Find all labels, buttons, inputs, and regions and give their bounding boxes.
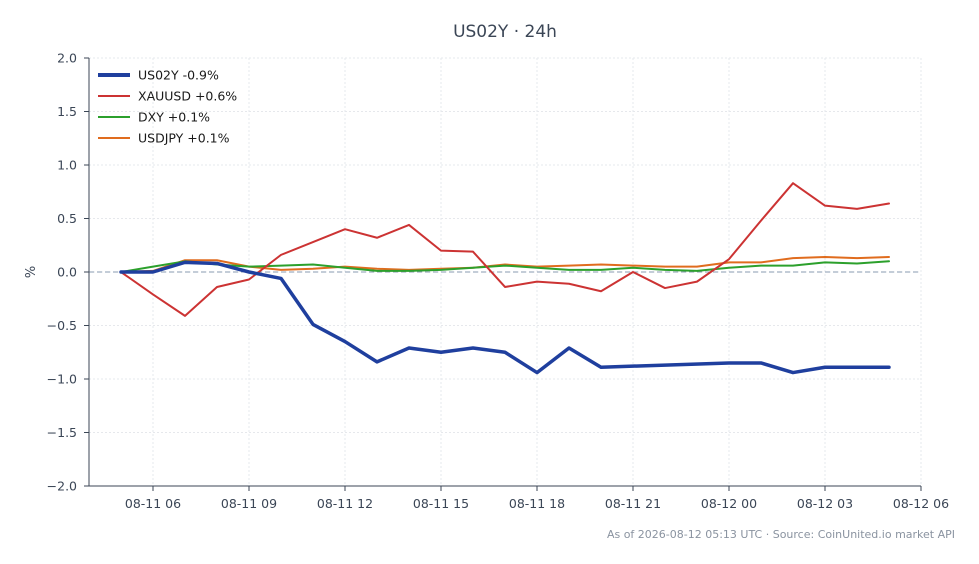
legend: US02Y -0.9% XAUUSD +0.6% DXY +0.1% USDJPY +… xyxy=(98,68,237,146)
series-line-xauusd xyxy=(120,182,890,317)
legend-label-xauusd: XAUUSD +0.6% xyxy=(138,89,237,104)
x-tick-label: 08-12 06 xyxy=(893,496,949,511)
y-tick-label: 0.0 xyxy=(57,265,77,280)
series-line-us02y xyxy=(119,260,891,375)
y-tick-label: −0.5 xyxy=(47,318,77,333)
x-tick-label: 08-12 00 xyxy=(701,496,757,511)
y-tick-label: −2.0 xyxy=(47,479,77,494)
y-tick-label: 1.5 xyxy=(57,104,77,119)
x-tick-label: 08-11 18 xyxy=(509,496,565,511)
series-lines xyxy=(119,182,891,375)
y-tick-label: −1.5 xyxy=(47,425,77,440)
y-axis-label: % xyxy=(24,266,39,278)
chart-title: US02Y · 24h xyxy=(453,22,557,42)
y-tick-label: 0.5 xyxy=(57,211,77,226)
x-axis-ticks: 08-11 06 08-11 09 08-11 12 08-11 15 08-11 18… xyxy=(125,486,949,511)
series-line-dxy xyxy=(120,260,890,273)
y-axis-ticks: 2.0 1.5 1.0 0.5 0.0 −0.5 −1.0 −1.5 −2.0 xyxy=(47,51,89,494)
footer-source-note: As of 2026-08-12 05:13 UTC · Source: Coi… xyxy=(607,528,955,541)
y-tick-label: −1.0 xyxy=(47,372,77,387)
x-tick-label: 08-12 03 xyxy=(797,496,853,511)
x-tick-label: 08-11 09 xyxy=(221,496,277,511)
x-tick-label: 08-11 15 xyxy=(413,496,469,511)
legend-label-dxy: DXY +0.1% xyxy=(138,110,210,125)
y-tick-label: 2.0 xyxy=(57,51,77,66)
y-tick-label: 1.0 xyxy=(57,158,77,173)
legend-label-us02y: US02Y -0.9% xyxy=(138,68,219,83)
x-tick-label: 08-11 12 xyxy=(317,496,373,511)
x-tick-label: 08-11 06 xyxy=(125,496,181,511)
x-tick-label: 08-11 21 xyxy=(605,496,661,511)
legend-label-usdjpy: USDJPY +0.1% xyxy=(138,131,230,146)
